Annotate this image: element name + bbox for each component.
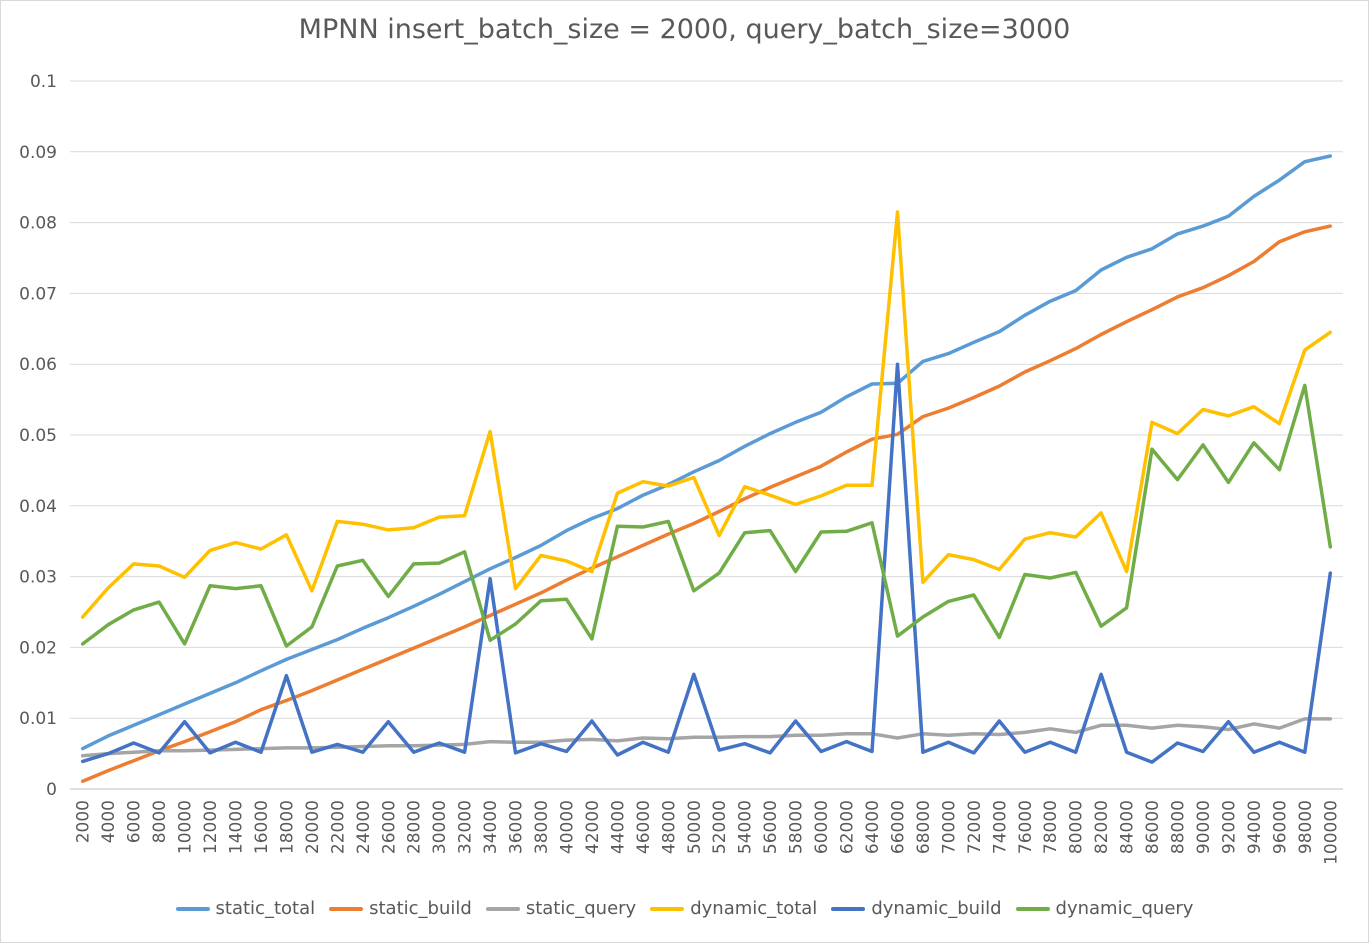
legend-swatch bbox=[650, 906, 685, 911]
series-line-dynamic-query bbox=[80, 383, 1333, 648]
x-tick-label: 40000 bbox=[557, 800, 577, 854]
legend-item-static-query: static_query bbox=[485, 898, 637, 919]
series-lines bbox=[80, 154, 1333, 783]
gridlines bbox=[70, 80, 1343, 790]
series-line-static-build bbox=[80, 224, 1333, 783]
x-tick-label: 56000 bbox=[761, 800, 781, 854]
x-tick-label: 38000 bbox=[532, 800, 552, 854]
y-tick-label: 0 bbox=[46, 780, 57, 800]
series-line-dynamic-total bbox=[80, 210, 1333, 619]
y-tick-label: 0.08 bbox=[19, 214, 57, 234]
legend-item-dynamic-total: dynamic_total bbox=[650, 898, 817, 919]
x-tick-label: 12000 bbox=[201, 800, 221, 854]
y-tick-label: 0.03 bbox=[19, 568, 57, 588]
legend-swatch bbox=[175, 906, 210, 911]
x-tick-label: 66000 bbox=[888, 800, 908, 854]
x-tick-label: 58000 bbox=[787, 800, 807, 854]
x-tick-label: 60000 bbox=[812, 800, 832, 854]
x-tick-label: 24000 bbox=[354, 800, 374, 854]
x-tick-label: 36000 bbox=[507, 800, 527, 854]
y-tick-label: 0.07 bbox=[19, 284, 57, 304]
legend-swatch bbox=[329, 906, 364, 911]
x-tick-label: 84000 bbox=[1118, 800, 1138, 854]
y-tick-label: 0.06 bbox=[19, 355, 57, 375]
y-tick-label: 0.1 bbox=[30, 72, 57, 92]
x-tick-label: 10000 bbox=[176, 800, 196, 854]
y-tick-label: 0.02 bbox=[19, 638, 57, 658]
x-tick-label: 94000 bbox=[1245, 800, 1265, 854]
legend-item-static-build: static_build bbox=[329, 898, 472, 919]
legend-swatch bbox=[485, 906, 520, 911]
x-tick-label: 74000 bbox=[990, 800, 1010, 854]
y-axis-tick-labels: 0 0.01 0.02 0.03 0.04 0.05 0.06 0.07 0.08 0.09 0.1 bbox=[19, 72, 57, 800]
x-tick-label: 100000 bbox=[1321, 800, 1341, 865]
x-tick-label: 90000 bbox=[1194, 800, 1214, 854]
x-tick-label: 80000 bbox=[1067, 800, 1087, 854]
x-tick-label: 96000 bbox=[1270, 800, 1290, 854]
chart-legend: static_total static_build static_query dyna… bbox=[0, 898, 1369, 919]
x-tick-label: 30000 bbox=[430, 800, 450, 854]
legend-label: dynamic_build bbox=[871, 898, 1002, 919]
x-axis-tick-labels: 2000 4000 6000 8000 10000 12000 14000 16000 1800… bbox=[74, 800, 1342, 865]
x-tick-label: 14000 bbox=[226, 800, 246, 854]
x-tick-label: 22000 bbox=[328, 800, 348, 854]
x-tick-label: 70000 bbox=[939, 800, 959, 854]
x-tick-label: 82000 bbox=[1092, 800, 1112, 854]
x-tick-label: 28000 bbox=[405, 800, 425, 854]
x-tick-label: 54000 bbox=[736, 800, 756, 854]
y-tick-label: 0.04 bbox=[19, 497, 57, 517]
x-tick-label: 16000 bbox=[252, 800, 272, 854]
x-tick-label: 6000 bbox=[125, 800, 145, 843]
x-tick-label: 48000 bbox=[659, 800, 679, 854]
x-tick-label: 64000 bbox=[863, 800, 883, 854]
x-tick-label: 34000 bbox=[481, 800, 501, 854]
x-tick-label: 50000 bbox=[685, 800, 705, 854]
chart-title: MPNN insert_batch_size = 2000, query_bat… bbox=[298, 14, 1071, 45]
x-tick-label: 72000 bbox=[965, 800, 985, 854]
x-tick-label: 62000 bbox=[838, 800, 858, 854]
legend-label: dynamic_total bbox=[690, 898, 818, 919]
y-tick-label: 0.09 bbox=[19, 143, 57, 163]
legend-swatch bbox=[831, 906, 866, 911]
legend-swatch bbox=[1015, 906, 1050, 911]
series-line-static-total bbox=[80, 154, 1333, 751]
legend-label: static_total bbox=[215, 898, 316, 919]
legend-label: static_build bbox=[369, 898, 472, 919]
x-tick-label: 92000 bbox=[1219, 800, 1239, 854]
x-tick-label: 18000 bbox=[277, 800, 297, 854]
y-tick-label: 0.01 bbox=[19, 709, 57, 729]
x-tick-label: 20000 bbox=[303, 800, 323, 854]
x-tick-label: 52000 bbox=[710, 800, 730, 854]
x-tick-label: 46000 bbox=[634, 800, 654, 854]
x-tick-label: 44000 bbox=[608, 800, 628, 854]
x-tick-label: 4000 bbox=[99, 800, 119, 843]
x-tick-label: 98000 bbox=[1296, 800, 1316, 854]
series-line-static-query bbox=[80, 717, 1333, 758]
x-tick-label: 88000 bbox=[1169, 800, 1189, 854]
legend-item-dynamic-build: dynamic_build bbox=[831, 898, 1002, 919]
x-tick-label: 78000 bbox=[1041, 800, 1061, 854]
legend-item-dynamic-query: dynamic_query bbox=[1015, 898, 1194, 919]
legend-item-static-total: static_total bbox=[175, 898, 316, 919]
x-tick-label: 86000 bbox=[1143, 800, 1163, 854]
x-tick-label: 68000 bbox=[914, 800, 934, 854]
x-tick-label: 8000 bbox=[150, 800, 170, 843]
x-tick-label: 26000 bbox=[379, 800, 399, 854]
x-tick-label: 2000 bbox=[74, 800, 94, 843]
legend-label: dynamic_query bbox=[1055, 898, 1194, 919]
series-line-dynamic-build bbox=[80, 362, 1333, 764]
y-tick-label: 0.05 bbox=[19, 426, 57, 446]
x-tick-label: 42000 bbox=[583, 800, 603, 854]
legend-label: static_query bbox=[525, 898, 637, 919]
x-tick-label: 32000 bbox=[456, 800, 476, 854]
x-tick-label: 76000 bbox=[1016, 800, 1036, 854]
